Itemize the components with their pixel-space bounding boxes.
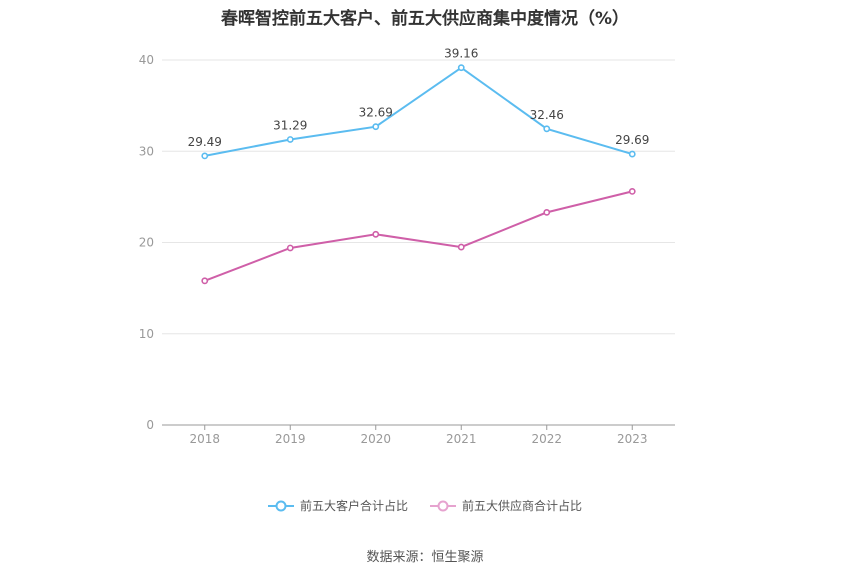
data-point-0-2019 bbox=[286, 136, 294, 143]
y-tick-label-40: 40 bbox=[139, 53, 154, 67]
label-layer: 29.49 31.29 32.69 39.16 32.46 29.69 bbox=[188, 47, 650, 149]
source-note: 数据来源：恒生聚源 bbox=[366, 550, 484, 565]
data-point-0-2022 bbox=[543, 125, 551, 133]
chart-legend: 前五大客户合计占比 前五大供应商合计占比 bbox=[0, 497, 850, 514]
x-tick-label-2020: 2020 bbox=[360, 432, 391, 446]
legend-swatch-suppliers bbox=[430, 500, 456, 511]
y-tick-label-0: 0 bbox=[146, 418, 154, 432]
grid-layer bbox=[162, 59, 675, 335]
legend-item-suppliers[interactable]: 前五大供应商合计占比 bbox=[430, 497, 582, 514]
data-point-1-2020 bbox=[372, 230, 380, 238]
x-tick-label-2019: 2019 bbox=[275, 432, 306, 446]
axis-layer: 0 10 20 30 40 2018 2019 2020 2021 2022 2023 bbox=[139, 53, 675, 446]
x-tick-label-2023: 2023 bbox=[617, 432, 648, 446]
x-tick-label-2018: 2018 bbox=[189, 432, 220, 446]
data-label-0-2022: 32.46 bbox=[530, 108, 564, 122]
data-label-0-2021: 39.16 bbox=[444, 47, 478, 61]
legend-label-customers: 前五大客户合计占比 bbox=[299, 499, 408, 513]
data-label-0-2020: 32.69 bbox=[359, 106, 393, 120]
series-layer bbox=[201, 64, 636, 285]
data-point-0-2021 bbox=[457, 64, 465, 72]
y-tick-label-30: 30 bbox=[139, 144, 154, 158]
data-label-0-2023: 29.69 bbox=[615, 133, 649, 147]
series-line-1 bbox=[204, 190, 633, 282]
series-line-0 bbox=[204, 66, 633, 157]
data-point-0-2020 bbox=[372, 123, 380, 131]
data-point-0-2023 bbox=[628, 150, 636, 158]
y-tick-label-20: 20 bbox=[139, 236, 154, 250]
chart-title: 春晖智控前五大客户、前五大供应商集中度情况（%） bbox=[220, 9, 630, 29]
x-tick-label-2022: 2022 bbox=[531, 432, 562, 446]
legend-item-customers[interactable]: 前五大客户合计占比 bbox=[267, 497, 408, 514]
data-point-0-2018 bbox=[201, 152, 209, 160]
data-point-1-2019 bbox=[286, 244, 294, 252]
y-tick-label-10: 10 bbox=[139, 327, 154, 341]
legend-swatch-customers bbox=[267, 500, 294, 511]
data-label-0-2018: 29.49 bbox=[188, 135, 222, 149]
data-point-1-2018 bbox=[201, 277, 209, 285]
data-label-0-2019: 31.29 bbox=[273, 118, 307, 132]
x-tick-label-2021: 2021 bbox=[446, 432, 477, 446]
data-point-1-2021 bbox=[457, 243, 465, 251]
data-point-1-2023 bbox=[628, 187, 636, 195]
legend-label-suppliers: 前五大供应商合计占比 bbox=[462, 499, 583, 513]
data-point-1-2022 bbox=[543, 208, 551, 216]
